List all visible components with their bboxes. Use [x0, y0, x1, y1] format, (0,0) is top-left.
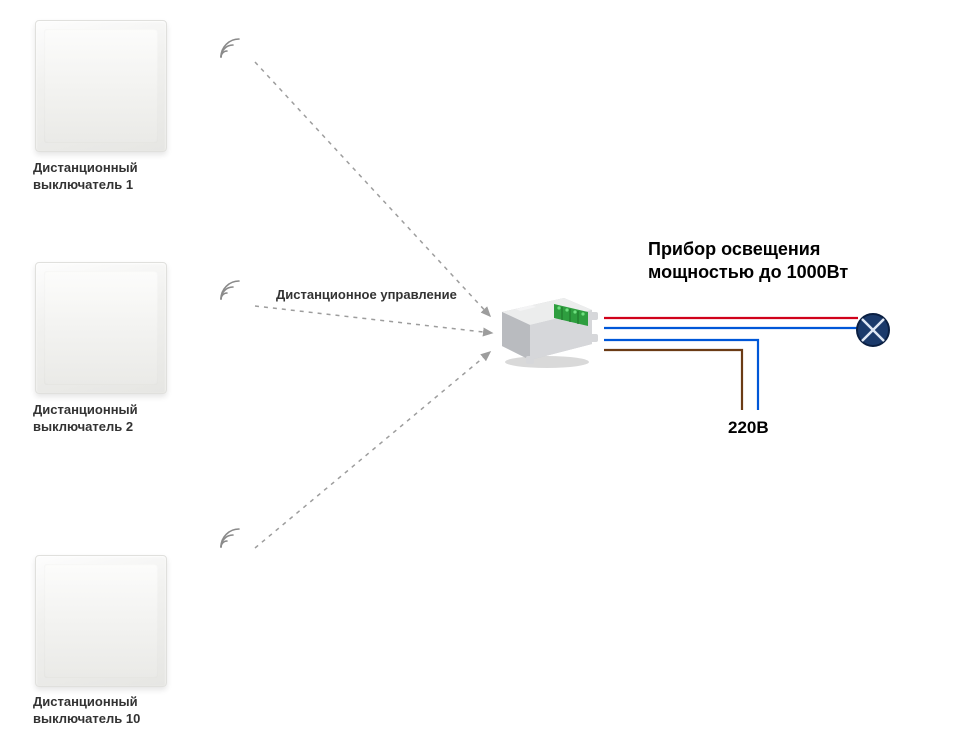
title-line1: Прибор освещения [648, 239, 820, 259]
arrow-switch-1 [255, 62, 490, 316]
switch-label-3-line1: Дистанционный [33, 694, 138, 709]
wifi-icon-1 [215, 33, 245, 63]
voltage-label: 220В [728, 418, 769, 438]
remote-switch-10 [35, 555, 167, 687]
switch-label-3-line2: выключатель 10 [33, 711, 140, 726]
title-line2: мощностью до 1000Вт [648, 262, 848, 282]
switch-label-1: Дистанционный выключатель 1 [33, 160, 213, 194]
switch-label-3: Дистанционный выключатель 10 [33, 694, 213, 728]
wifi-icon-2 [215, 275, 245, 305]
lamp-icon [855, 312, 891, 348]
switch-label-1-line1: Дистанционный [33, 160, 138, 175]
switch-label-1-line2: выключатель 1 [33, 177, 133, 192]
wifi-icon-3 [215, 523, 245, 553]
wire-brown [604, 350, 742, 410]
remote-switch-1 [35, 20, 167, 152]
switch-label-2-line1: Дистанционный [33, 402, 138, 417]
switch-label-2-line2: выключатель 2 [33, 419, 133, 434]
wire-blue-down [604, 340, 758, 410]
arrow-switch-3 [255, 352, 490, 548]
lighting-device-title: Прибор освещения мощностью до 1000Вт [648, 238, 848, 285]
relay-module [492, 290, 602, 370]
switch-label-2: Дистанционный выключатель 2 [33, 402, 213, 436]
remote-switch-2 [35, 262, 167, 394]
diagram-canvas: Дистанционный выключатель 1 Дистанционны… [0, 0, 967, 739]
remote-control-label: Дистанционное управление [276, 287, 457, 302]
arrow-switch-2 [255, 306, 492, 333]
